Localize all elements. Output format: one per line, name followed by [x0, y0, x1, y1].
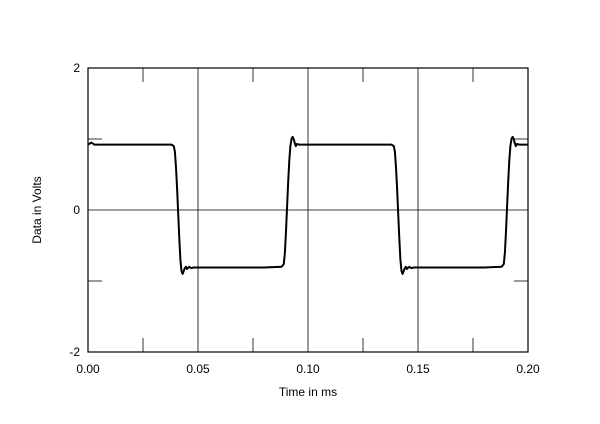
x-tick-labels: 0.00 0.05 0.10 0.15 0.20 — [76, 362, 540, 376]
x-tick-label: 0.20 — [516, 362, 540, 376]
y-tick-label: -2 — [69, 345, 80, 359]
x-tick-label: 0.15 — [406, 362, 430, 376]
x-tick-label: 0.05 — [186, 362, 210, 376]
x-tick-label: 0.00 — [76, 362, 100, 376]
y-axis-title: Data in Volts — [30, 176, 44, 243]
y-tick-label: 2 — [73, 61, 80, 75]
y-tick-labels: 2 0 -2 — [69, 61, 80, 359]
tick-marks — [88, 68, 528, 352]
x-tick-label: 0.10 — [296, 362, 320, 376]
grid-lines — [88, 68, 528, 352]
y-tick-label: 0 — [73, 203, 80, 217]
series-line — [87, 135, 528, 275]
plot-frame — [87, 67, 529, 353]
x-axis-title: Time in ms — [279, 385, 337, 399]
